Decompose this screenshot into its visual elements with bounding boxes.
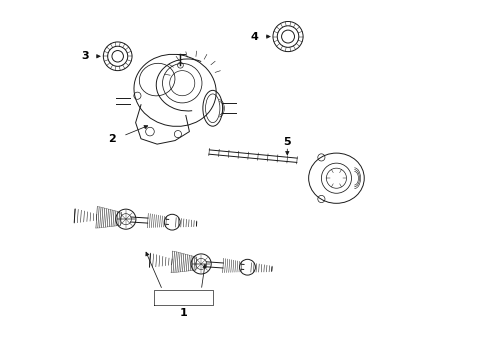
Text: 1: 1 [179, 308, 187, 318]
Text: 5: 5 [284, 137, 291, 147]
Text: 2: 2 [108, 135, 116, 144]
Text: 4: 4 [250, 32, 258, 41]
Text: 3: 3 [82, 51, 89, 61]
